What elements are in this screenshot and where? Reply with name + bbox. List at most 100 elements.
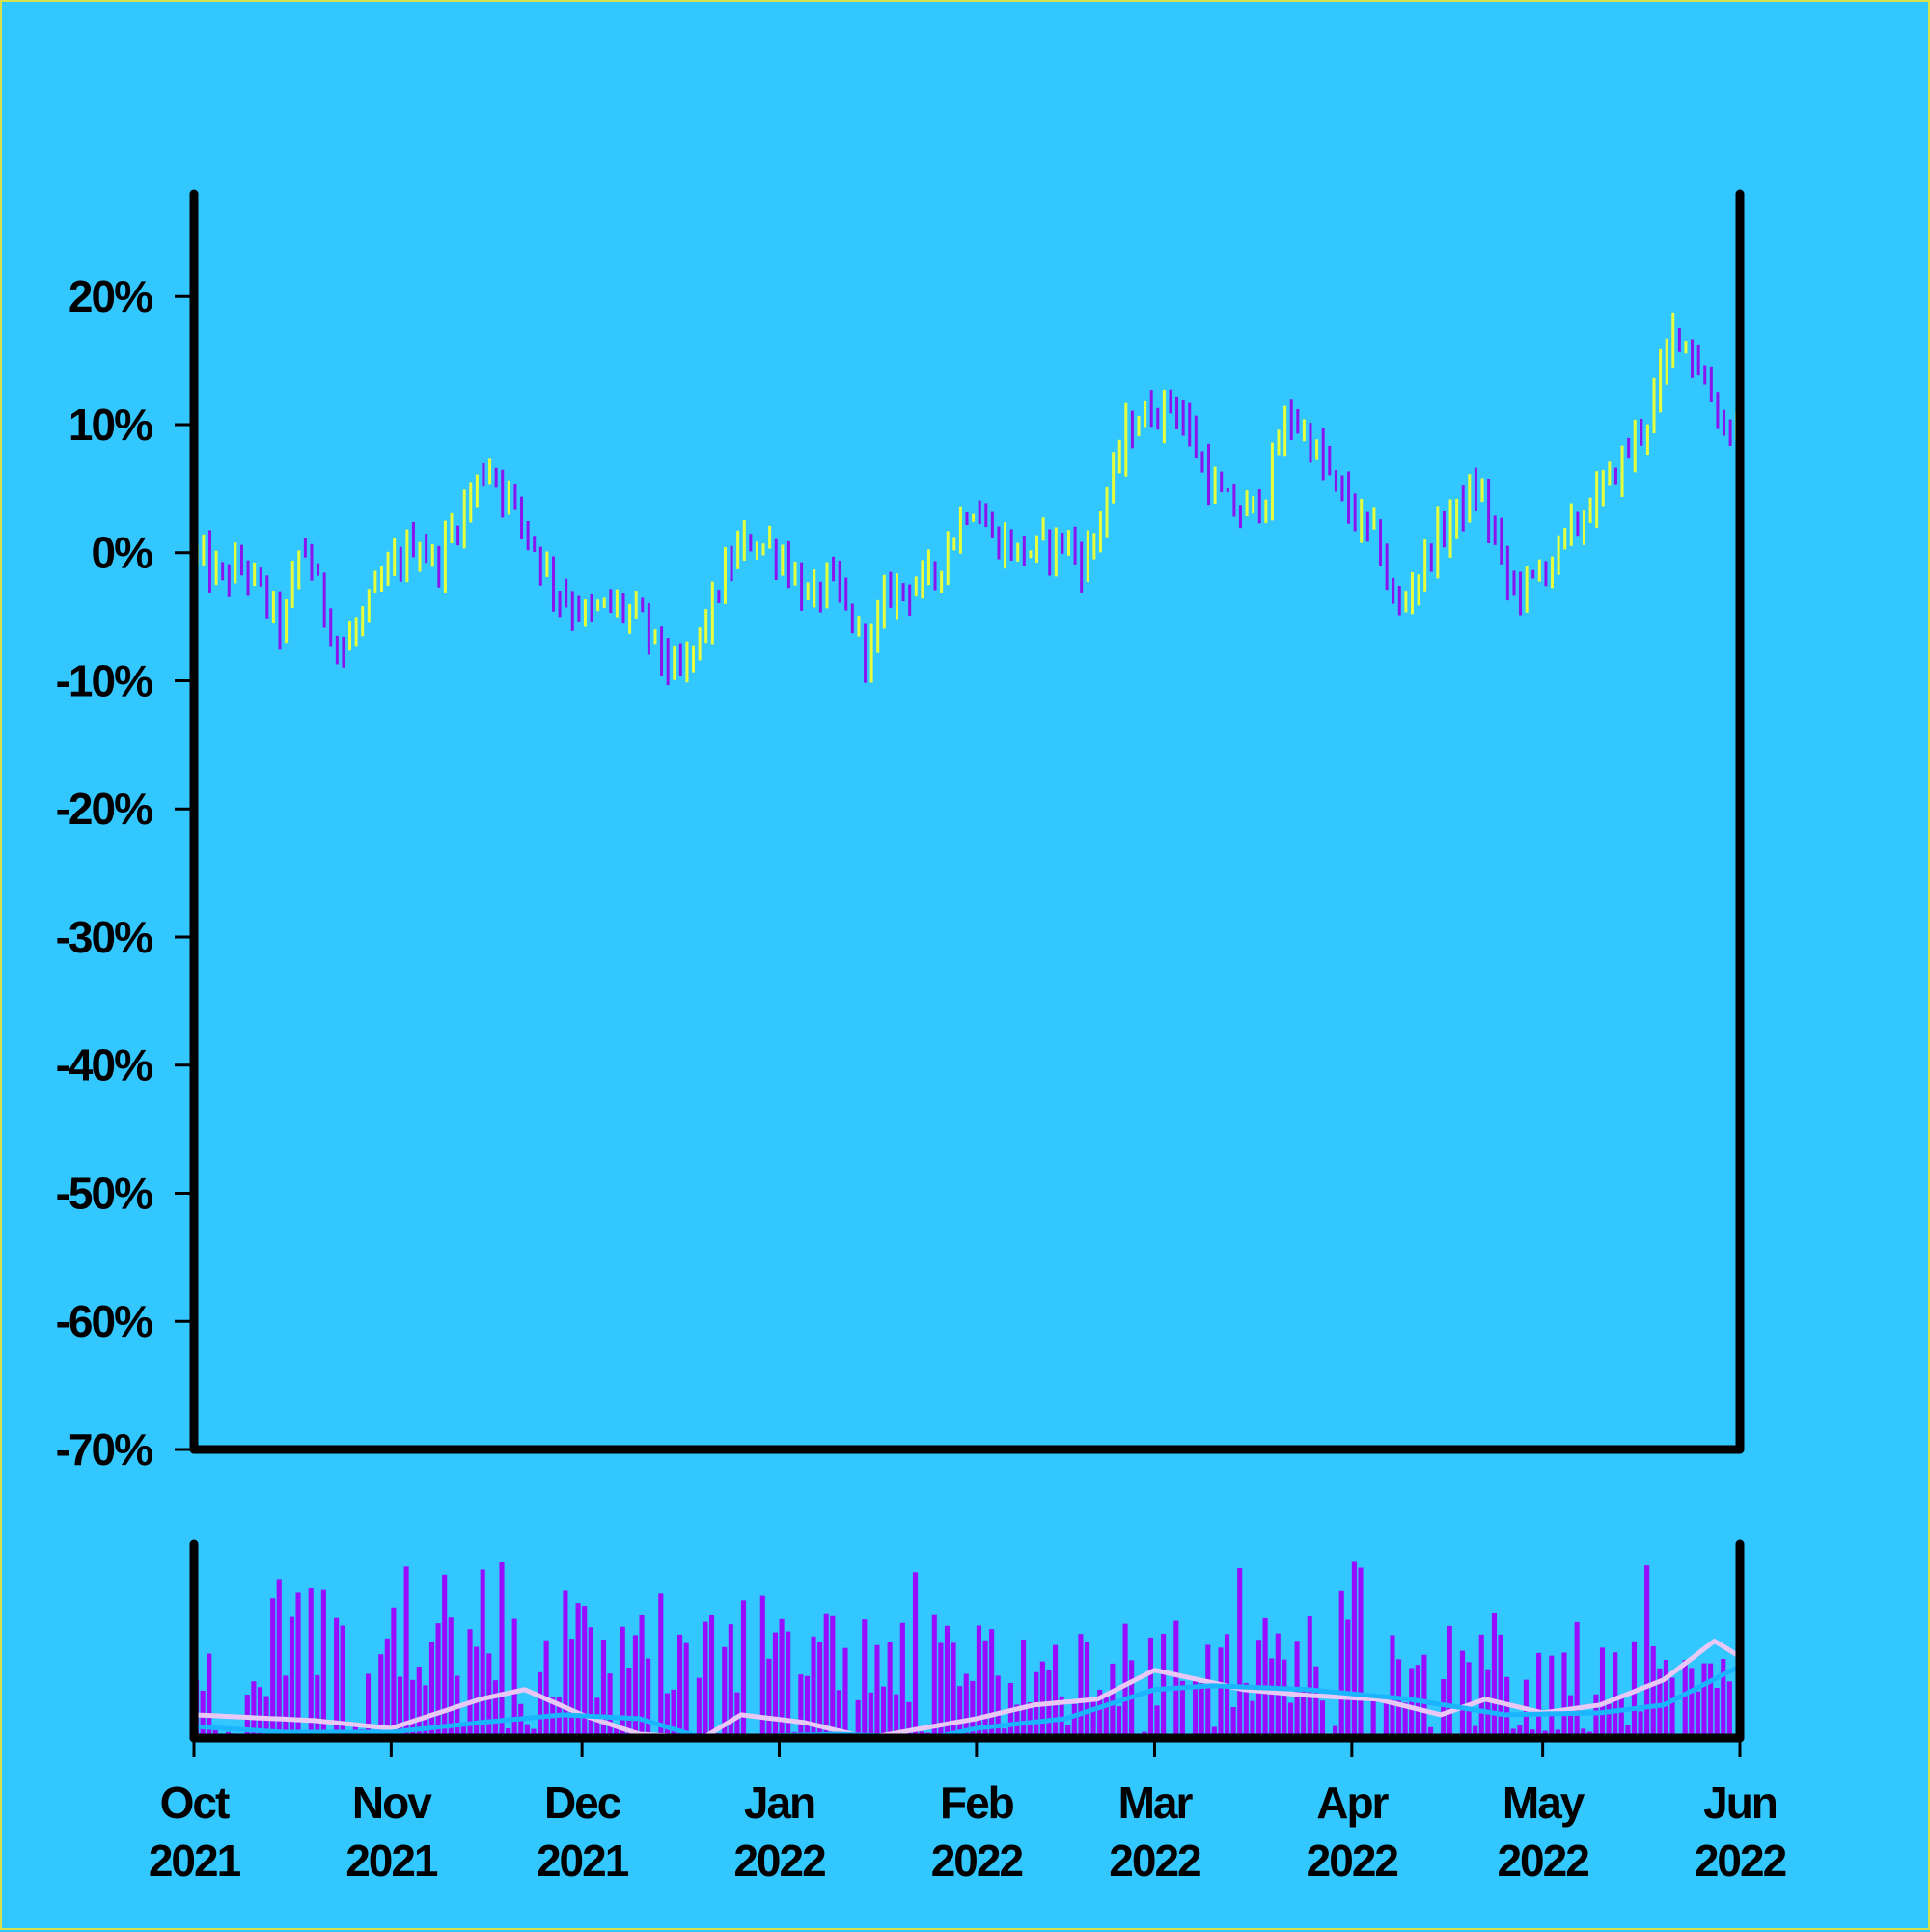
volume-bar (1358, 1568, 1363, 1738)
y-tick-label: -60% (56, 1296, 152, 1346)
x-tick-label-month: Apr (1316, 1778, 1389, 1828)
x-tick-label-month: Dec (544, 1778, 621, 1828)
volume-bar (703, 1622, 707, 1738)
volume-bar (1651, 1646, 1656, 1738)
volume-bar (1664, 1660, 1668, 1738)
volume-bar (862, 1619, 867, 1738)
volume-bar (620, 1627, 625, 1738)
volume-bar (391, 1608, 396, 1738)
y-tick-label: -40% (56, 1040, 152, 1090)
volume-bar (824, 1614, 829, 1738)
volume-bar (385, 1639, 390, 1738)
x-tick-label-year: 2022 (1497, 1835, 1588, 1886)
volume-bar (798, 1674, 803, 1738)
volume-bar (856, 1700, 861, 1738)
volume-bar (436, 1623, 441, 1738)
volume-bar (538, 1672, 542, 1738)
volume-bar (996, 1675, 1001, 1738)
volume-bar (1339, 1591, 1344, 1738)
volume-bar (404, 1566, 409, 1738)
volume-bar (1078, 1634, 1083, 1738)
price-bars-group (197, 313, 1736, 685)
volume-bar (1390, 1635, 1394, 1738)
x-tick-label-year: 2021 (537, 1835, 629, 1886)
volume-bar (773, 1633, 778, 1738)
volume-bar (684, 1643, 689, 1738)
volume-bar (1479, 1635, 1484, 1738)
volume-bar (1441, 1679, 1446, 1738)
volume-bar (1669, 1678, 1674, 1738)
volume-bar (1593, 1695, 1598, 1738)
volume-bars-group (194, 1562, 1739, 1738)
volume-bar (334, 1618, 339, 1738)
volume-bar (1448, 1626, 1452, 1738)
y-tick-label: 20% (69, 271, 152, 321)
volume-bar (1613, 1652, 1617, 1738)
volume-bar (1568, 1696, 1573, 1738)
volume-bar (1345, 1619, 1350, 1738)
volume-bar (1282, 1660, 1286, 1738)
volume-bar (1460, 1651, 1465, 1738)
volume-bar (766, 1659, 771, 1738)
volume-bar (1218, 1647, 1223, 1738)
volume-bar (1683, 1660, 1688, 1738)
x-tick-label-month: Oct (160, 1778, 230, 1828)
volume-bar (1288, 1702, 1293, 1738)
volume-bar (830, 1616, 835, 1738)
volume-bar (1053, 1645, 1058, 1738)
x-tick-label-year: 2022 (1307, 1835, 1398, 1886)
volume-bar (646, 1658, 650, 1738)
volume-bar (677, 1635, 682, 1738)
volume-bar (277, 1579, 282, 1738)
volume-bar (315, 1675, 319, 1738)
volume-bar (481, 1569, 485, 1738)
volume-bar (626, 1668, 631, 1738)
volume-bar (1721, 1659, 1725, 1738)
volume-bar (1269, 1658, 1274, 1738)
volume-bar (1467, 1662, 1472, 1738)
volume-bar (1619, 1695, 1624, 1738)
volume-bar (1040, 1662, 1045, 1738)
x-tick-label-year: 2021 (345, 1835, 438, 1886)
volume-bar (1708, 1664, 1713, 1738)
x-tick-label-year: 2022 (1695, 1835, 1786, 1886)
volume-bar (1250, 1701, 1254, 1738)
volume-bar (309, 1588, 314, 1738)
volume-bar (1715, 1688, 1720, 1738)
volume-bar (1117, 1706, 1121, 1738)
volume-bar (589, 1627, 593, 1738)
volume-bar (1313, 1667, 1318, 1738)
volume-bar (429, 1642, 434, 1738)
volume-bar (1421, 1655, 1426, 1738)
volume-bar (1263, 1618, 1268, 1738)
volume-bar (1320, 1700, 1325, 1738)
volume-bar (874, 1645, 879, 1738)
volume-bar (913, 1572, 918, 1738)
x-tick-label-month: May (1503, 1778, 1585, 1828)
volume-bar (1173, 1621, 1178, 1738)
x-tick-label-year: 2021 (149, 1835, 241, 1886)
volume-bar (1409, 1668, 1414, 1738)
volume-bar (1701, 1664, 1706, 1738)
x-tick-label-month: Nov (352, 1778, 432, 1828)
x-tick-label-year: 2022 (733, 1835, 825, 1886)
volume-bar (1371, 1698, 1376, 1738)
x-tick-label-month: Jan (744, 1778, 814, 1828)
volume-bar (982, 1641, 987, 1738)
volume-bar (1549, 1656, 1554, 1738)
volume-bar (868, 1693, 873, 1738)
volume-bar (805, 1676, 810, 1738)
volume-bar (499, 1562, 504, 1738)
x-tick-label-month: Mar (1118, 1778, 1194, 1828)
volume-bar (1498, 1635, 1503, 1738)
volume-bar (881, 1687, 886, 1738)
volume-bar (569, 1639, 574, 1738)
y-tick-label: -70% (56, 1424, 152, 1475)
volume-bar (1485, 1670, 1490, 1738)
axes-group (175, 194, 1740, 1757)
volume-bar (1492, 1613, 1497, 1738)
volume-bar (449, 1617, 454, 1738)
volume-bar (1575, 1622, 1580, 1738)
volume-bar (1085, 1642, 1089, 1738)
